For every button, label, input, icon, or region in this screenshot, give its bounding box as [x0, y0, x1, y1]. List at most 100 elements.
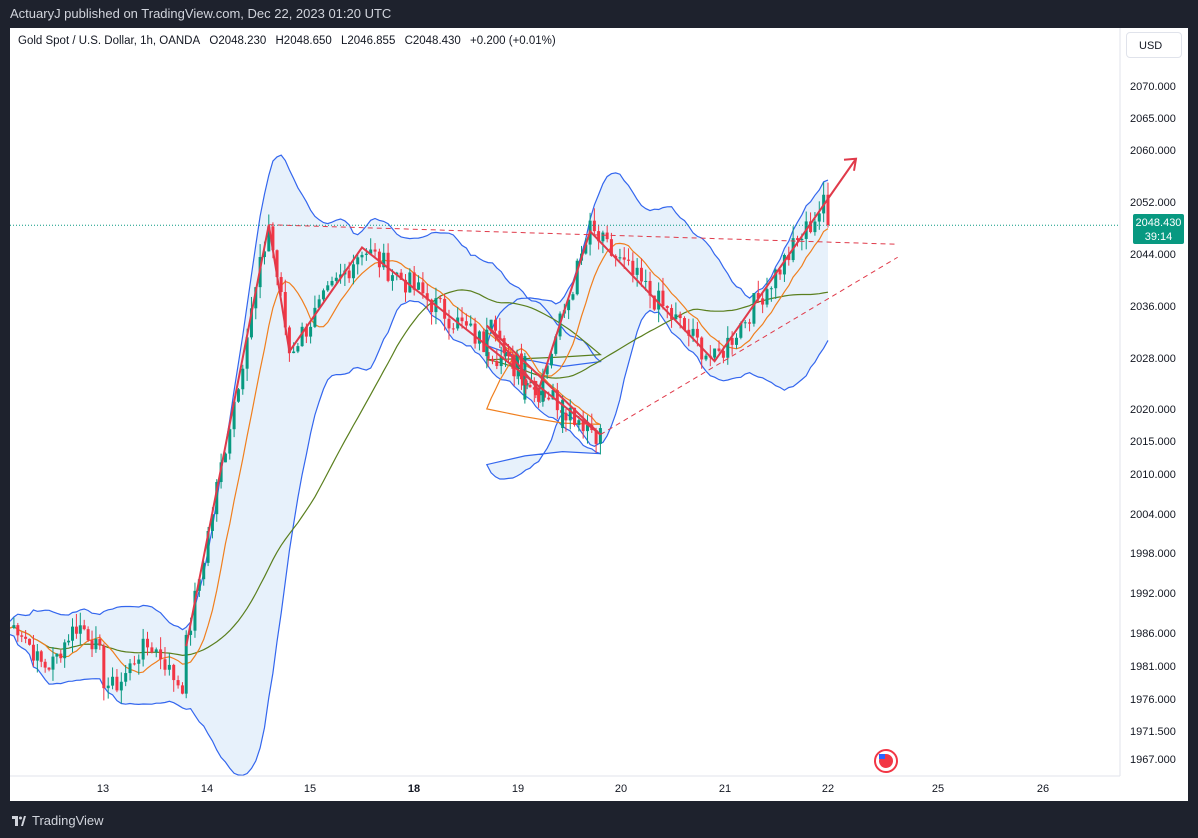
candle-body	[469, 323, 473, 326]
candle	[223, 452, 227, 463]
candle-body	[24, 636, 28, 639]
candle-body	[369, 249, 373, 254]
candle-body	[146, 638, 150, 648]
candle-body	[283, 292, 287, 328]
candle	[687, 318, 691, 347]
candle-body	[618, 257, 622, 259]
candle	[561, 395, 565, 434]
candle-body	[477, 331, 481, 344]
candle	[765, 277, 769, 308]
candle-body	[12, 625, 16, 628]
candle	[575, 258, 579, 296]
candle-body	[817, 213, 821, 222]
footer: TradingView	[0, 801, 1198, 838]
bollinger-lower-line	[10, 299, 829, 776]
candle-body	[605, 232, 609, 240]
bollinger-band-fill	[10, 155, 828, 776]
time-tick-label: 19	[512, 783, 524, 795]
candle	[137, 654, 141, 675]
price-axis-background	[1120, 28, 1188, 801]
candle-body	[568, 407, 572, 421]
candle-body	[74, 626, 78, 634]
trend-line-upper[interactable]	[268, 224, 898, 245]
candle	[618, 248, 622, 261]
bollinger-upper-line	[10, 154, 829, 631]
candle-body	[67, 640, 71, 643]
price-tick-label: 1976.000	[1130, 694, 1176, 706]
economic-event-flag-icon[interactable]	[874, 749, 898, 773]
price-chart[interactable]: 2070.000 2065.000 2060.000 2052.000 2044.000…	[10, 28, 1188, 801]
candle	[622, 247, 626, 269]
candle	[287, 325, 291, 362]
candle-body	[296, 346, 300, 352]
chart-panel[interactable]: 2070.000 2065.000 2060.000 2052.000 2044.000…	[10, 28, 1188, 801]
candle-body	[193, 590, 197, 631]
candle-body	[695, 328, 699, 338]
candle	[339, 263, 343, 284]
candle-body	[106, 685, 110, 689]
price-tick-label: 1986.000	[1130, 628, 1176, 640]
candle-body	[210, 514, 214, 531]
candle-body	[537, 389, 541, 402]
candle-body	[575, 260, 579, 295]
candle	[438, 295, 442, 303]
last-price-value: 2048.430	[1135, 217, 1182, 229]
candle	[425, 284, 429, 310]
candle-body	[800, 238, 804, 240]
price-tick-label: 2044.000	[1130, 249, 1176, 261]
candle-body	[20, 635, 24, 637]
candle-body	[567, 299, 571, 311]
candle-body	[137, 659, 141, 664]
candle-body	[82, 625, 86, 630]
candle-body	[490, 358, 494, 362]
candle-body	[648, 280, 652, 296]
trend-line-lower[interactable]	[600, 256, 898, 436]
projection-arrow-line[interactable]	[827, 158, 857, 200]
candle	[631, 252, 635, 283]
candle-body	[635, 267, 639, 275]
price-tick-label: 1981.000	[1130, 661, 1176, 673]
price-tick-label: 1992.000	[1130, 588, 1176, 600]
open-value: O2048.230	[209, 35, 267, 47]
tradingview-logo[interactable]: TradingView	[12, 813, 104, 828]
candle-body	[713, 348, 717, 358]
candle-body	[774, 269, 778, 289]
candle-body	[778, 269, 782, 275]
candle	[417, 275, 421, 290]
candle	[778, 268, 782, 280]
candle-body	[523, 356, 527, 400]
candle-body	[206, 530, 210, 563]
candle	[106, 677, 110, 699]
candle	[499, 346, 503, 375]
candle-body	[528, 384, 532, 388]
price-tick-label: 1998.000	[1130, 548, 1176, 560]
candle-body	[717, 348, 721, 351]
time-tick-label: 25	[932, 783, 944, 795]
candle	[761, 293, 765, 314]
price-tick-label: 2020.000	[1130, 404, 1176, 416]
currency-button[interactable]: USD	[1126, 32, 1182, 58]
candle	[403, 274, 407, 302]
candle-body	[412, 272, 416, 290]
candle-body	[360, 254, 364, 258]
candle	[377, 248, 381, 278]
zigzag-pattern-line[interactable]	[185, 198, 829, 647]
candle	[141, 628, 145, 667]
candle	[674, 302, 678, 321]
candle-body	[682, 318, 686, 330]
high-value: H2048.650	[275, 35, 332, 47]
candle	[167, 653, 171, 676]
candle	[51, 646, 55, 681]
candle-body	[485, 329, 489, 357]
candle-body	[473, 323, 477, 344]
candle-body	[499, 356, 503, 367]
low-value: L2046.855	[340, 35, 396, 47]
candle-body	[197, 579, 201, 591]
candle	[571, 291, 575, 301]
candle-body	[704, 355, 708, 360]
candle	[490, 355, 494, 365]
candle-body	[215, 482, 219, 515]
candle-body	[39, 651, 43, 662]
candle	[581, 410, 585, 439]
candle-body	[782, 255, 786, 275]
